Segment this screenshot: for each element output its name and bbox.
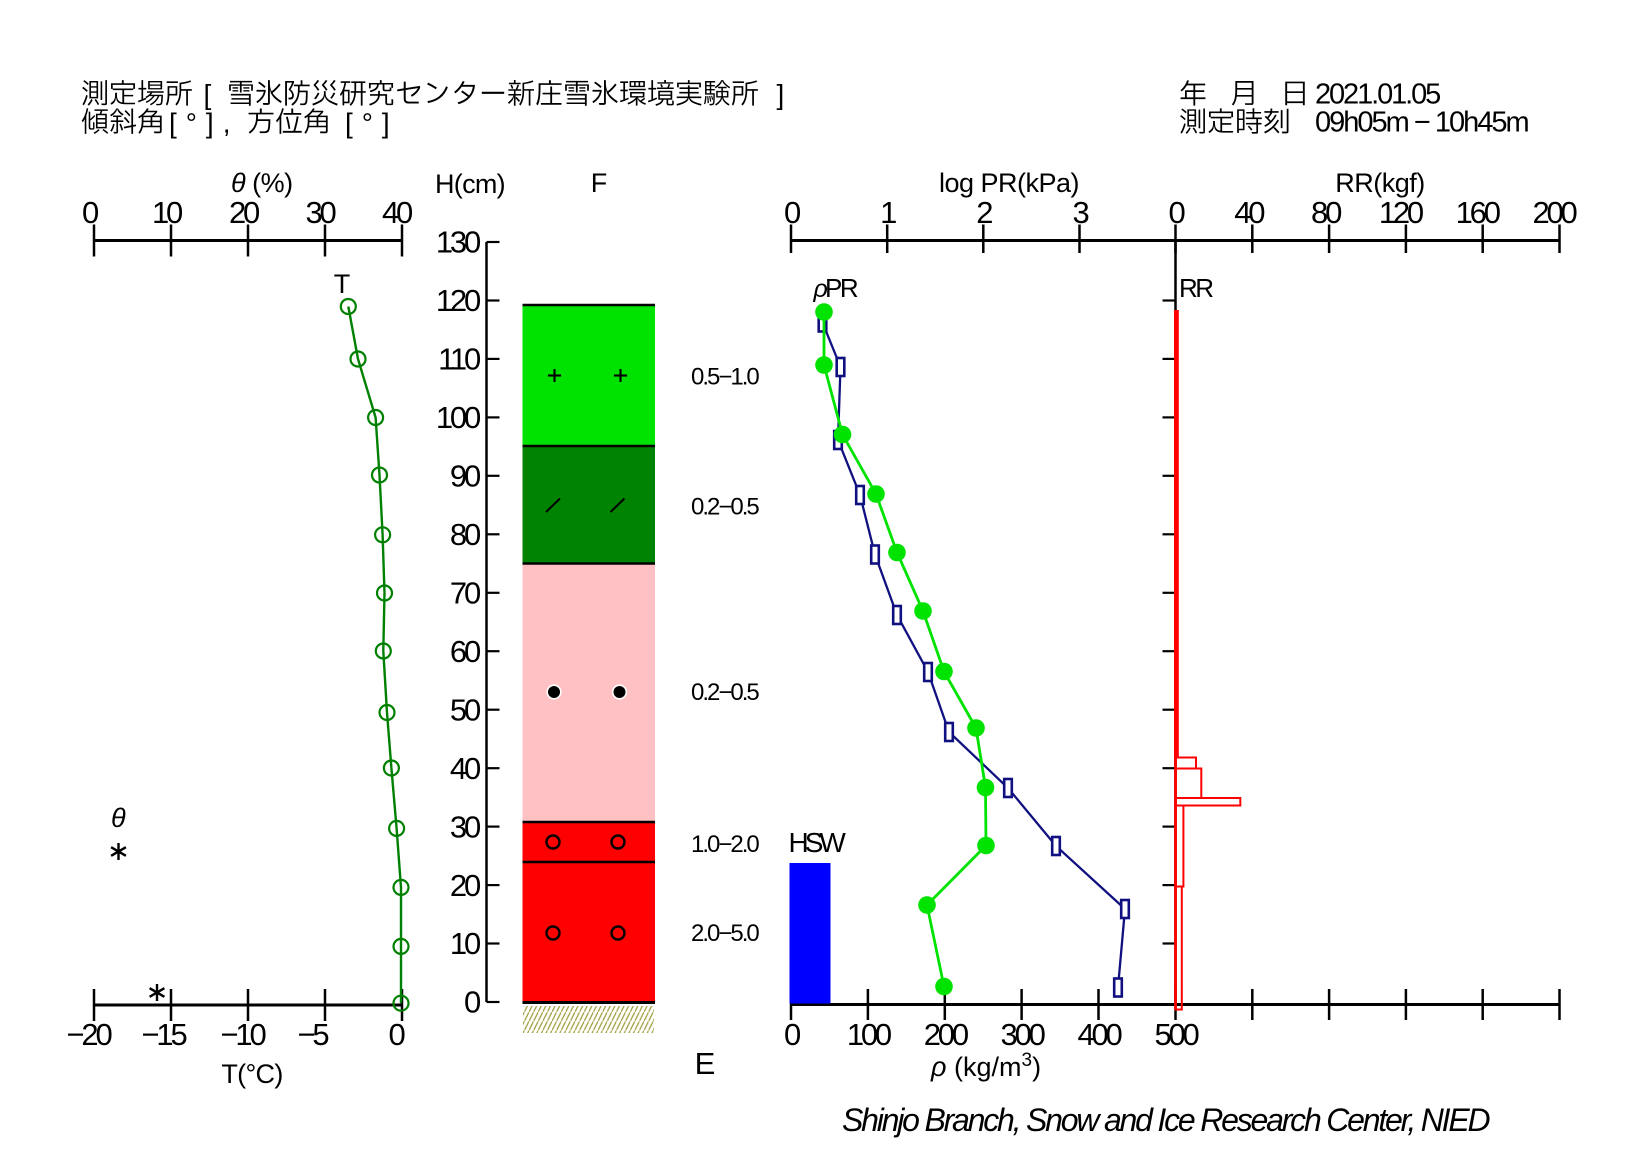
- svg-text:10: 10: [450, 926, 481, 961]
- svg-text:1: 1: [880, 195, 896, 230]
- svg-text:−5: −5: [298, 1017, 329, 1052]
- svg-text:50: 50: [450, 692, 481, 727]
- svg-text:F: F: [591, 168, 608, 198]
- svg-text:]: ]: [777, 79, 785, 110]
- svg-text:40: 40: [1234, 195, 1265, 230]
- svg-text:3: 3: [1072, 195, 1088, 230]
- svg-text:θ (%): θ (%): [231, 168, 293, 198]
- svg-text:[: [: [204, 79, 212, 110]
- svg-text:10: 10: [152, 195, 183, 230]
- svg-text:[ ° ] ,: [ ° ] ,: [169, 108, 231, 139]
- svg-text:30: 30: [450, 809, 481, 844]
- svg-text:20: 20: [229, 195, 260, 230]
- svg-text:Shinjo Branch, Snow and Ice Re: Shinjo Branch, Snow and Ice Research Cen…: [842, 1102, 1490, 1138]
- svg-text:90: 90: [450, 459, 481, 494]
- svg-text:09h05m − 10h45m: 09h05m − 10h45m: [1315, 107, 1528, 139]
- svg-text:130: 130: [436, 225, 481, 260]
- svg-text:40: 40: [450, 751, 481, 786]
- svg-text:70: 70: [450, 576, 481, 611]
- svg-text:30: 30: [305, 195, 336, 230]
- svg-text:−20: −20: [67, 1017, 113, 1052]
- svg-text:400: 400: [1077, 1017, 1122, 1052]
- svg-text:500: 500: [1154, 1017, 1199, 1052]
- svg-text:0.2−0.5: 0.2−0.5: [691, 494, 759, 521]
- svg-text:110: 110: [438, 342, 481, 377]
- svg-text:100: 100: [847, 1017, 892, 1052]
- svg-text:200: 200: [1532, 195, 1577, 230]
- svg-text:log PR(kPa): log PR(kPa): [939, 168, 1079, 198]
- svg-text:100: 100: [436, 400, 481, 435]
- svg-text:200: 200: [924, 1017, 969, 1052]
- svg-text:RR: RR: [1179, 273, 1213, 303]
- svg-text:0.5−1.0: 0.5−1.0: [691, 364, 759, 391]
- svg-text:80: 80: [450, 517, 481, 552]
- svg-text:RR(kgf): RR(kgf): [1335, 168, 1425, 198]
- svg-text:[ ° ]: [ ° ]: [345, 108, 390, 139]
- svg-text:60: 60: [450, 634, 481, 669]
- svg-text:T(°C): T(°C): [221, 1059, 282, 1089]
- svg-text:1.0−2.0: 1.0−2.0: [691, 831, 759, 858]
- svg-text:E: E: [695, 1046, 716, 1081]
- svg-text:0.2−0.5: 0.2−0.5: [691, 679, 759, 706]
- svg-text:HSW: HSW: [789, 827, 847, 858]
- svg-text:40: 40: [382, 195, 413, 230]
- svg-text:2.0−5.0: 2.0−5.0: [691, 920, 759, 947]
- svg-text:20: 20: [450, 868, 481, 903]
- svg-text:2021.01.05: 2021.01.05: [1315, 79, 1440, 111]
- svg-text:θ: θ: [111, 803, 126, 833]
- svg-text:H(cm): H(cm): [435, 169, 505, 199]
- svg-text:ρ: ρ: [813, 275, 828, 303]
- svg-text:−15: −15: [142, 1017, 187, 1052]
- svg-text:2: 2: [976, 195, 992, 230]
- svg-text:−10: −10: [221, 1017, 267, 1052]
- svg-text:300: 300: [1001, 1017, 1046, 1052]
- svg-text:160: 160: [1456, 195, 1501, 230]
- svg-text:PR: PR: [825, 273, 858, 303]
- svg-text:80: 80: [1311, 195, 1342, 230]
- svg-text:120: 120: [1379, 195, 1424, 230]
- svg-text:T: T: [334, 269, 351, 299]
- svg-text:120: 120: [436, 283, 481, 318]
